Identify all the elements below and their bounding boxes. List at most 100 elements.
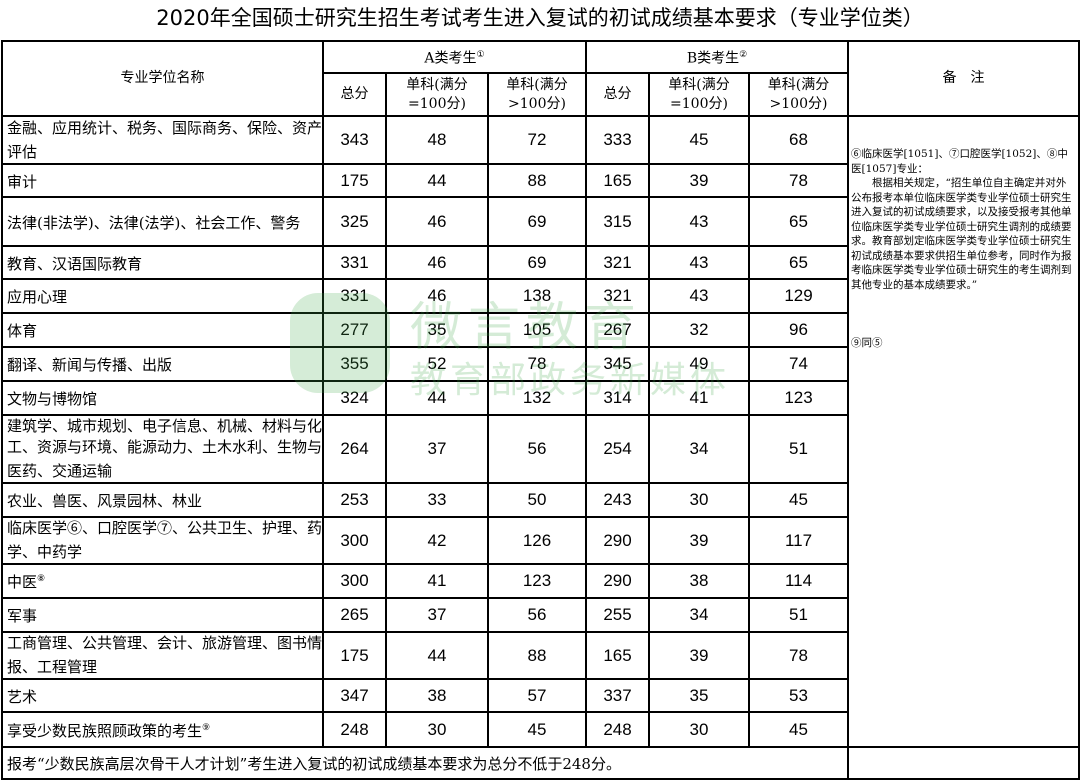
score-b-single-100: 39 — [648, 631, 750, 680]
score-b-single-gt100: 117 — [747, 516, 850, 565]
degree-name-text: 享受少数民族照顾政策的考生 — [7, 721, 203, 740]
degree-name: 临床医学⑥、口腔医学⑦、公共卫生、护理、药学、中药学 — [1, 516, 324, 565]
note-text: 根据相关规定，“招生单位自主确定并对外公布报考本单位临床医学类专业学位硕士研究生… — [851, 177, 1072, 291]
score-a-total: 253 — [322, 482, 387, 518]
degree-name-text: 教育、汉语国际教育 — [7, 254, 143, 273]
score-b-total: 315 — [585, 196, 650, 247]
degree-name-text: 军事 — [7, 607, 38, 625]
score-a-total: 265 — [322, 597, 387, 633]
degree-name: 军事 — [1, 597, 324, 633]
score-a-single-gt100: 69 — [487, 245, 587, 280]
header-label: B类考生 — [686, 50, 740, 67]
score-b-single-gt100: 45 — [747, 482, 850, 518]
score-b-total: 255 — [585, 597, 650, 633]
score-b-single-100: 30 — [648, 482, 750, 518]
score-b-single-100: 38 — [648, 563, 750, 599]
header-label: >100分) — [769, 95, 828, 112]
header-a-total: 总分 — [322, 72, 387, 117]
degree-name-text: 农业、兽医、风景园林、林业 — [7, 492, 203, 510]
score-a-single-100: 44 — [385, 380, 489, 416]
header-a-single-gt100: 单科(满分 >100分) — [487, 72, 587, 117]
score-b-single-100: 43 — [648, 196, 750, 247]
score-a-total: 264 — [322, 414, 387, 484]
header-b-single-100: 单科(满分 =100分) — [648, 72, 750, 117]
score-a-total: 277 — [322, 312, 387, 348]
score-b-total: 248 — [585, 711, 650, 748]
header-label: 单科(满分 — [506, 76, 568, 93]
header-group-b: B类考生② — [584, 40, 850, 74]
footer-note: 报考“少数民族高层次骨干人才计划”考生进入复试的初试成绩基本要求为总分不低于24… — [0, 746, 850, 780]
header-label: 单科(满分 — [406, 76, 468, 93]
table-row: 翻译、新闻与传播、出版 355 52 78 345 49 74 — [1, 346, 1079, 382]
header-label: 备 注 — [942, 70, 985, 86]
score-b-single-gt100: 129 — [747, 278, 850, 314]
page-title: 2020年全国硕士研究生招生考试考生进入复试的初试成绩基本要求（专业学位类） — [156, 6, 924, 30]
score-a-single-gt100: 57 — [487, 678, 587, 713]
score-a-single-gt100: 78 — [487, 346, 587, 382]
degree-name: 建筑学、城市规划、电子信息、机械、材料与化工、资源与环境、能源动力、土木水利、生… — [1, 414, 324, 484]
score-a-single-100: 46 — [385, 245, 489, 280]
degree-name: 翻译、新闻与传播、出版 — [1, 346, 324, 382]
score-b-single-100: 49 — [648, 346, 750, 382]
score-b-total: 321 — [585, 278, 650, 314]
score-b-single-100: 32 — [648, 312, 750, 348]
score-b-single-gt100: 78 — [747, 631, 850, 680]
degree-name: 中医⑧ — [1, 563, 324, 599]
score-b-total: 243 — [585, 482, 650, 518]
score-a-single-100: 44 — [385, 631, 489, 680]
score-a-single-gt100: 50 — [487, 482, 587, 518]
score-b-single-gt100: 68 — [747, 115, 850, 165]
header-label: =100分) — [670, 95, 728, 112]
score-a-total: 300 — [322, 516, 387, 565]
score-a-total: 300 — [322, 563, 387, 599]
score-b-single-100: 43 — [648, 278, 750, 314]
degree-name-text: 中医 — [7, 573, 38, 591]
score-a-total: 331 — [322, 278, 387, 314]
score-b-single-100: 41 — [648, 380, 750, 416]
footnote-mark: ⑨ — [202, 722, 211, 733]
table-row: 工商管理、公共管理、会计、旅游管理、图书情报、工程管理 175 44 88 165 39 7… — [1, 631, 1079, 680]
score-b-single-100: 45 — [648, 115, 750, 165]
degree-name-text: 翻译、新闻与传播、出版 — [7, 356, 173, 374]
degree-name: 享受少数民族照顾政策的考生⑨ — [1, 711, 324, 748]
table-row: 中医⑧ 300 41 123 290 38 114 — [1, 563, 1079, 599]
degree-name-text: 艺术 — [7, 687, 38, 706]
score-b-total: 254 — [585, 414, 650, 484]
table-row: 军事 265 37 56 255 34 51 — [1, 597, 1079, 633]
score-a-total: 331 — [322, 245, 387, 280]
degree-name-text: 金融、应用统计、税务、国际商务、保险、资产评估 — [7, 118, 323, 161]
score-b-single-100: 43 — [648, 245, 750, 280]
score-a-single-gt100: 105 — [487, 312, 587, 348]
score-a-single-100: 52 — [385, 346, 489, 382]
degree-name: 文物与博物馆 — [1, 380, 324, 416]
score-a-single-100: 35 — [385, 312, 489, 348]
table-row: 享受少数民族照顾政策的考生⑨ 248 30 45 248 30 45 — [1, 711, 1079, 748]
score-b-single-gt100: 53 — [747, 678, 850, 713]
header-a-single-100: 单科(满分 =100分) — [385, 72, 489, 117]
score-a-single-100: 41 — [385, 563, 489, 599]
header-b-total: 总分 — [585, 72, 650, 117]
score-b-total: 267 — [585, 312, 650, 348]
header-label: 单科(满分 — [668, 76, 730, 93]
score-a-single-gt100: 69 — [487, 196, 587, 247]
score-a-total: 175 — [322, 631, 387, 680]
score-a-single-100: 37 — [385, 414, 489, 484]
table-row: 体育 277 35 105 267 32 96 — [1, 312, 1079, 348]
score-a-single-100: 33 — [385, 482, 489, 518]
score-b-single-gt100: 74 — [747, 346, 850, 382]
score-a-single-gt100: 72 — [487, 115, 587, 165]
score-a-total: 343 — [322, 115, 387, 165]
table-row: 艺术 347 38 57 337 35 53 — [1, 678, 1079, 713]
score-b-total: 321 — [585, 245, 650, 280]
score-a-total: 325 — [322, 196, 387, 247]
score-a-total: 175 — [322, 163, 387, 198]
table-row: 建筑学、城市规划、电子信息、机械、材料与化工、资源与环境、能源动力、土木水利、生… — [1, 414, 1079, 484]
score-b-single-gt100: 78 — [747, 163, 850, 198]
degree-name-text: 文物与博物馆 — [7, 390, 98, 408]
note-text: ⑥临床医学[1051]、⑦口腔医学[1052]、⑧中医[1057]专业： — [851, 148, 1068, 175]
score-a-single-100: 46 — [385, 278, 489, 314]
score-a-single-100: 38 — [385, 678, 489, 713]
score-a-single-gt100: 138 — [487, 278, 587, 314]
score-b-single-gt100: 65 — [747, 196, 850, 247]
degree-name-text: 体育 — [7, 322, 38, 340]
